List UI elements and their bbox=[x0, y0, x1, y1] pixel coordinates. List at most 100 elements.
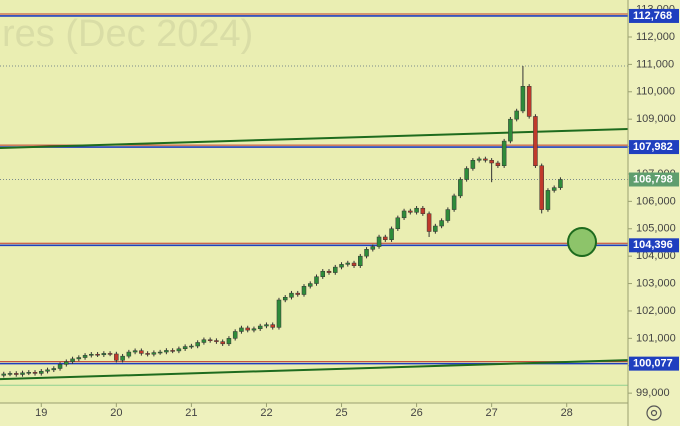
candle-body bbox=[76, 357, 82, 360]
y-tick-label: 99,000 bbox=[636, 387, 670, 399]
candle-body bbox=[20, 372, 25, 375]
x-tick-label: 22 bbox=[260, 407, 272, 419]
candle-body bbox=[351, 262, 357, 266]
y-tick-label: 106,000 bbox=[636, 195, 676, 207]
level-tag-label: 112,768 bbox=[633, 10, 672, 22]
candle-body bbox=[483, 158, 488, 161]
y-tick-label: 111,000 bbox=[636, 58, 674, 70]
candle-body bbox=[120, 355, 125, 361]
candle-body bbox=[251, 328, 257, 331]
marker-circle bbox=[567, 227, 597, 257]
level-tag bbox=[629, 8, 679, 23]
level-tag bbox=[629, 238, 679, 253]
x-tick-label: 26 bbox=[410, 407, 422, 419]
candle-body bbox=[282, 297, 288, 301]
candle-body bbox=[220, 341, 225, 345]
candle-body bbox=[189, 345, 194, 348]
candle-body bbox=[170, 350, 175, 352]
candle-body bbox=[239, 327, 244, 332]
candle-body bbox=[420, 207, 426, 214]
candle-body bbox=[433, 225, 438, 232]
candle-body bbox=[389, 228, 394, 240]
candle-body bbox=[320, 270, 326, 277]
candle-body bbox=[526, 86, 532, 117]
settings-icon[interactable] bbox=[646, 405, 662, 421]
level-tag-label: 100,077 bbox=[633, 358, 673, 370]
candle-body bbox=[295, 292, 300, 295]
candle-body bbox=[476, 158, 482, 161]
y-tick-label: 103,000 bbox=[636, 277, 676, 289]
candle-body bbox=[245, 327, 250, 331]
candle-body bbox=[364, 249, 369, 257]
candle-body bbox=[207, 339, 213, 341]
x-tick-label: 27 bbox=[486, 407, 498, 419]
candle-body bbox=[370, 246, 376, 250]
x-tick-label: 25 bbox=[335, 407, 347, 419]
candle-body bbox=[195, 342, 200, 347]
candle-body bbox=[464, 168, 469, 180]
candle-body bbox=[7, 373, 13, 375]
candle-body bbox=[508, 118, 513, 142]
candle-body bbox=[426, 213, 432, 232]
candle-body bbox=[470, 160, 476, 169]
candle-body bbox=[276, 299, 282, 328]
y-tick-label: 110,000 bbox=[636, 86, 675, 98]
level-tag bbox=[629, 356, 679, 371]
level-tag bbox=[629, 140, 679, 155]
candle-body bbox=[214, 340, 219, 342]
candle-body bbox=[226, 338, 232, 345]
candle-body bbox=[70, 358, 75, 362]
last-price-tag bbox=[629, 172, 679, 187]
candle-body bbox=[558, 179, 563, 188]
candle-body bbox=[182, 346, 188, 350]
candle-body bbox=[408, 210, 413, 213]
candle-body bbox=[414, 207, 419, 213]
candle-body bbox=[257, 325, 263, 330]
candle-body bbox=[39, 370, 44, 374]
candle-body bbox=[333, 266, 338, 273]
candle-body bbox=[495, 162, 501, 166]
candle-body bbox=[1, 373, 7, 376]
candle-body bbox=[395, 217, 401, 230]
candle-body bbox=[145, 353, 150, 355]
y-tick-label: 104,000 bbox=[636, 250, 676, 262]
candle-body bbox=[57, 364, 63, 369]
candle-body bbox=[345, 262, 351, 265]
candle-body bbox=[157, 351, 163, 354]
candle-body bbox=[445, 209, 451, 221]
candle-body bbox=[89, 353, 94, 356]
candle-body bbox=[401, 210, 407, 219]
candle-body bbox=[126, 351, 132, 357]
candle-body bbox=[514, 110, 519, 120]
candle-body bbox=[551, 187, 557, 191]
candle-body bbox=[451, 195, 457, 210]
y-tick-label: 102,000 bbox=[636, 305, 676, 317]
y-tick-label: 112,000 bbox=[636, 31, 675, 43]
candle-body bbox=[64, 361, 69, 365]
candle-body bbox=[114, 353, 119, 361]
level-tag-label: 107,982 bbox=[633, 141, 673, 153]
last-price-label: 106,798 bbox=[633, 173, 673, 185]
candle-body bbox=[270, 324, 275, 328]
trendline bbox=[0, 359, 629, 381]
candle-body bbox=[264, 324, 269, 327]
candle-body bbox=[164, 350, 169, 353]
candle-body bbox=[539, 165, 544, 210]
candle-body bbox=[439, 220, 444, 227]
candle-body bbox=[489, 160, 494, 164]
candle-body bbox=[176, 348, 182, 352]
candle-body bbox=[107, 353, 113, 355]
x-tick-label: 28 bbox=[561, 407, 573, 419]
candle-body bbox=[14, 373, 19, 375]
candle-body bbox=[132, 350, 138, 353]
candle-body bbox=[376, 236, 382, 247]
candle-body bbox=[82, 355, 88, 358]
x-tick-label: 19 bbox=[35, 407, 47, 419]
candle-body bbox=[139, 350, 144, 354]
candle-body bbox=[533, 116, 538, 166]
y-tick-label: 109,000 bbox=[636, 113, 676, 125]
candle-body bbox=[301, 286, 307, 295]
candle-body bbox=[383, 236, 388, 240]
